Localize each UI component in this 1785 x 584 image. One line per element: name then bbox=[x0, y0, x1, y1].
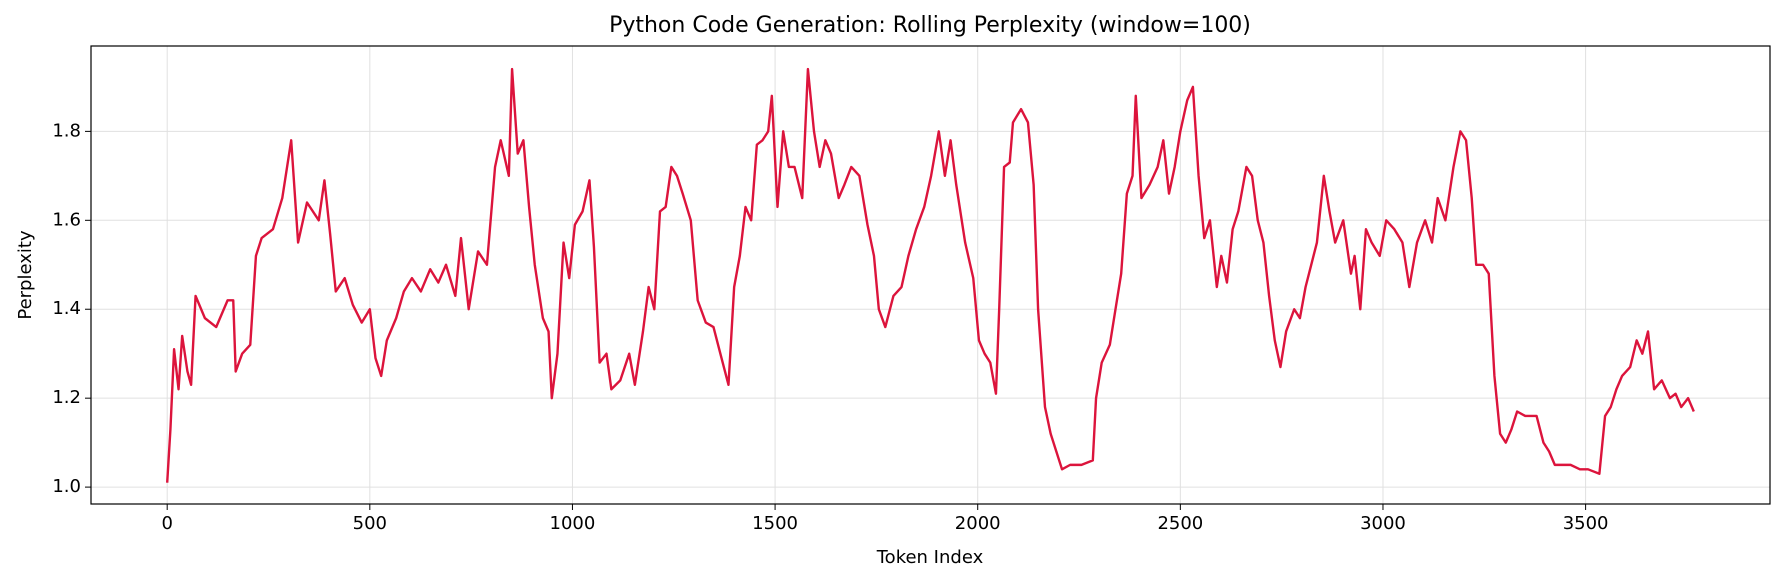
y-tick-label: 1.4 bbox=[52, 298, 81, 319]
x-tick-label: 1500 bbox=[752, 513, 798, 534]
plot-frame bbox=[90, 45, 1771, 505]
x-tick-label: 3500 bbox=[1563, 513, 1609, 534]
x-tick-label: 2500 bbox=[1157, 513, 1203, 534]
x-axis-label: Token Index bbox=[876, 547, 984, 568]
y-tick-label: 1.8 bbox=[52, 120, 81, 141]
y-tick-label: 1.0 bbox=[52, 476, 81, 497]
y-axis-label: Perplexity bbox=[15, 230, 36, 320]
x-tick-label: 0 bbox=[161, 513, 172, 534]
chart-title: Python Code Generation: Rolling Perplexi… bbox=[609, 13, 1251, 38]
x-tick-label: 1000 bbox=[550, 513, 596, 534]
line-series bbox=[165, 67, 1695, 483]
y-tick-label: 1.6 bbox=[52, 209, 81, 230]
x-tick-label: 2000 bbox=[955, 513, 1001, 534]
x-tick-label: 500 bbox=[353, 513, 387, 534]
y-tick-label: 1.2 bbox=[52, 387, 81, 408]
x-tick-label: 3000 bbox=[1360, 513, 1406, 534]
